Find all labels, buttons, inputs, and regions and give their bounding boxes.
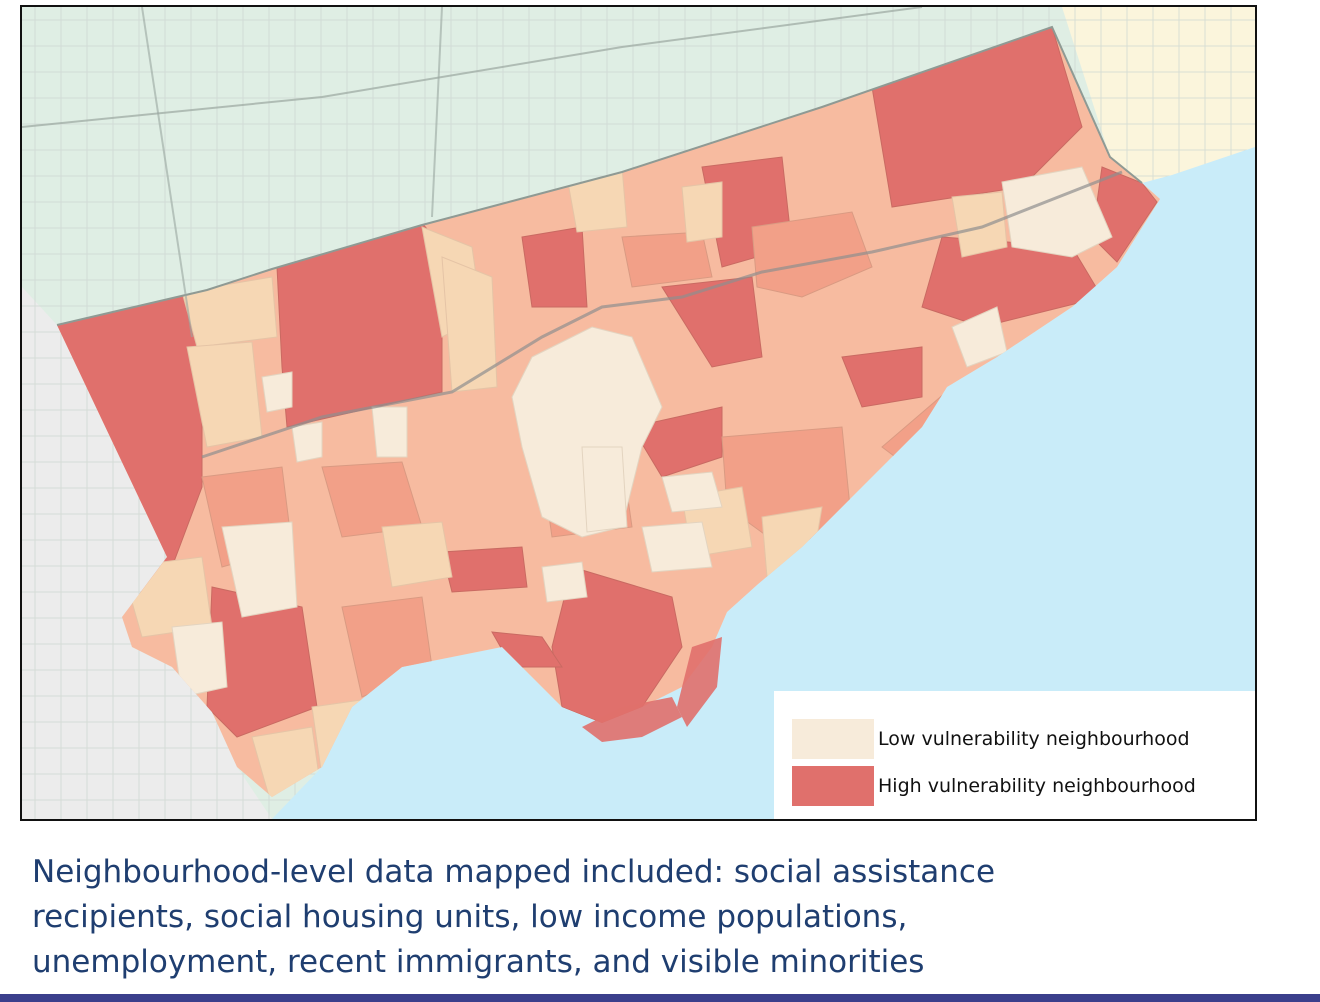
map-frame: Low vulnerability neighbourhood High vul…	[20, 5, 1257, 821]
legend-label-high: High vulnerability neighbourhood	[878, 775, 1196, 797]
map-legend: Low vulnerability neighbourhood High vul…	[774, 691, 1255, 819]
high-vulnerability-swatch	[792, 766, 874, 806]
slide-caption: Neighbourhood-level data mapped included…	[32, 850, 1292, 985]
vulnerability-map	[22, 7, 1255, 819]
lake-ontario	[272, 147, 1255, 819]
caption-line-1: Neighbourhood-level data mapped included…	[32, 854, 996, 890]
caption-line-3: unemployment, recent immigrants, and vis…	[32, 944, 925, 980]
toronto-islands	[582, 697, 682, 742]
legend-label-low: Low vulnerability neighbourhood	[878, 728, 1190, 750]
low-vulnerability-swatch	[792, 719, 874, 759]
highway-401	[201, 170, 1123, 459]
caption-line-2: recipients, social housing units, low in…	[32, 899, 908, 935]
slide-footer-bar	[0, 994, 1320, 1002]
